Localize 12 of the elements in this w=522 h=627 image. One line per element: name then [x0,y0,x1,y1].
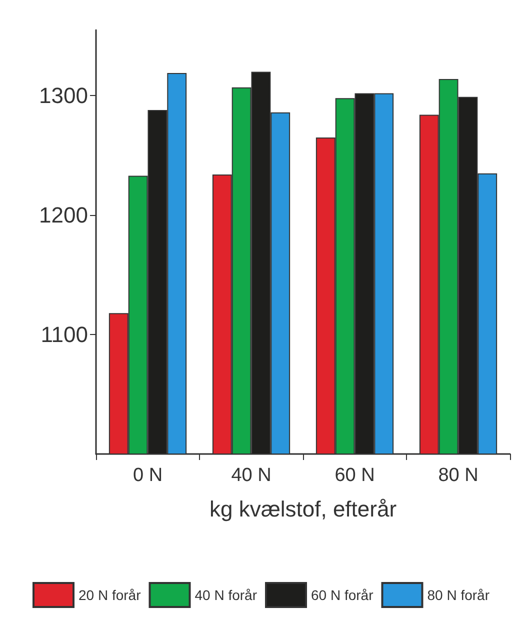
legend-label: 60 N forår [311,587,374,603]
legend-label: 80 N forår [427,587,490,603]
x-tick-label: 0 N [132,465,163,486]
x-axis-title: kg kvælstof, efterår [209,496,397,522]
y-tick-label: 1100 [40,322,88,348]
x-tick-label: 60 N [334,465,375,486]
legend-label: 20 N forår [78,587,142,603]
x-tick-label: 80 N [438,465,478,486]
y-tick-label: 1300 [39,83,88,108]
x-tick-label: 40 N [231,465,272,486]
y-tick-label: 1200 [39,202,88,228]
legend-label: 40 N forår [194,587,258,603]
